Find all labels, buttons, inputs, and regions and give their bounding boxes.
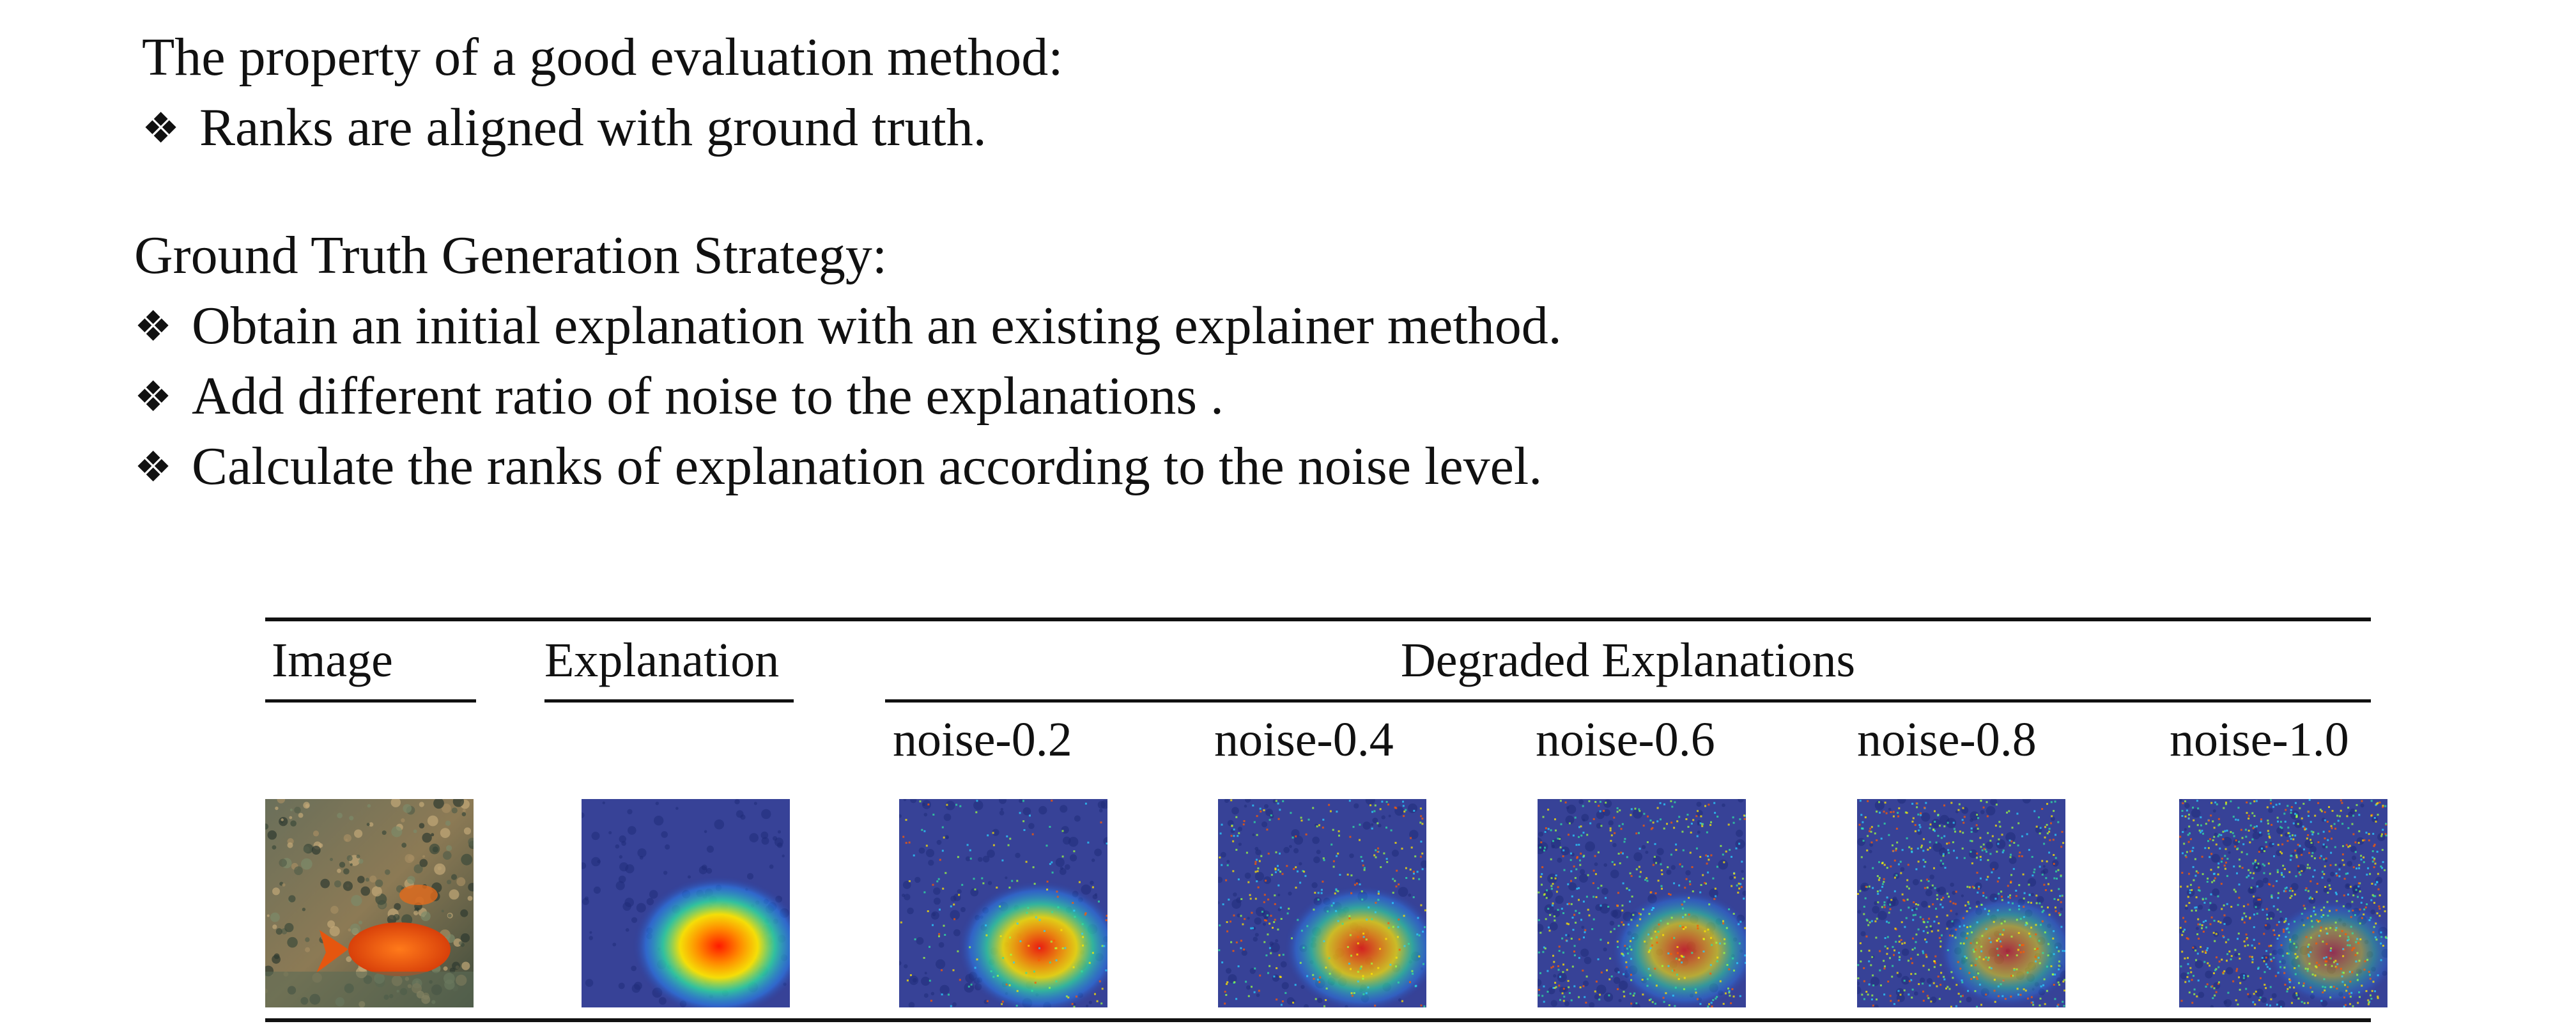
image-header-rule — [265, 699, 476, 703]
explanation-heatmap — [582, 799, 790, 1007]
header-noise-0.8: noise-0.8 — [1857, 713, 2037, 766]
bullet-text: Add different ratio of noise to the expl… — [192, 366, 1224, 426]
section2-heading: Ground Truth Generation Strategy: — [134, 226, 888, 285]
header-image: Image — [272, 633, 393, 687]
header-degraded-explanations: Degraded Explanations — [1400, 633, 1856, 687]
noise-0.2-heatmap — [899, 799, 1107, 1007]
noise-0.4-heatmap — [1218, 799, 1426, 1007]
bullet-text: Ranks are aligned with ground truth. — [199, 98, 987, 157]
table-top-rule — [265, 617, 2371, 621]
degraded-header-rule — [885, 699, 2371, 703]
section1-bullet-1: ❖ Ranks are aligned with ground truth. — [142, 96, 987, 160]
noise-1.0-heatmap — [2179, 799, 2387, 1007]
section2-bullet-2: ❖ Add different ratio of noise to the exp… — [134, 364, 1224, 429]
explanation-header-rule — [544, 699, 794, 703]
section2-bullet-3: ❖ Calculate the ranks of explanation acco… — [134, 435, 1542, 499]
diamond-bullet-icon: ❖ — [134, 302, 173, 351]
header-noise-0.6: noise-0.6 — [1536, 713, 1715, 766]
header-noise-0.2: noise-0.2 — [893, 713, 1072, 766]
header-noise-0.4: noise-0.4 — [1214, 713, 1394, 766]
header-noise-1.0: noise-1.0 — [2170, 713, 2349, 766]
diamond-bullet-icon: ❖ — [142, 104, 180, 153]
table-bottom-rule — [265, 1018, 2371, 1022]
header-explanation: Explanation — [544, 633, 780, 687]
noise-0.8-heatmap — [1857, 799, 2065, 1007]
goldfish-image — [265, 799, 474, 1007]
bullet-text: Calculate the ranks of explanation accor… — [192, 437, 1543, 496]
section1-heading: The property of a good evaluation method… — [142, 27, 1063, 87]
section2-bullet-1: ❖ Obtain an initial explanation with an e… — [134, 294, 1562, 359]
diamond-bullet-icon: ❖ — [134, 442, 173, 492]
noise-0.6-heatmap — [1538, 799, 1746, 1007]
bullet-text: Obtain an initial explanation with an ex… — [192, 296, 1562, 355]
diamond-bullet-icon: ❖ — [134, 372, 173, 421]
